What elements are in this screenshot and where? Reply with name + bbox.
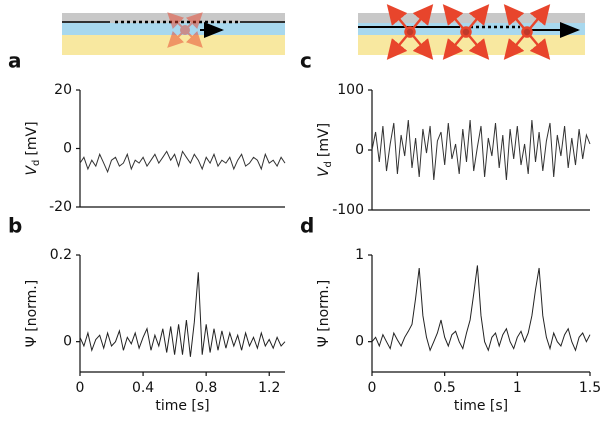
panel-label: c xyxy=(300,49,312,73)
x-tick-label: 1.5 xyxy=(579,380,600,396)
y-tick-label: 0 xyxy=(355,334,364,350)
panel-label: d xyxy=(300,214,314,238)
y-tick-label: 0 xyxy=(63,141,72,157)
x-tick-label: 0.4 xyxy=(132,380,154,396)
x-axis-label: time [s] xyxy=(454,398,508,414)
y-tick-label: 100 xyxy=(337,82,364,98)
x-tick-label: 0.8 xyxy=(195,380,217,396)
x-tick-label: 1 xyxy=(513,380,522,396)
y-label-symbol: V xyxy=(316,166,332,177)
y-axis-label: Vd [mV] xyxy=(24,121,42,175)
schematic-right xyxy=(358,4,585,60)
y-tick-label: 0 xyxy=(63,334,72,350)
y-tick-label: 20 xyxy=(54,82,72,98)
x-tick-label: 0.5 xyxy=(434,380,456,396)
signal-line xyxy=(79,150,286,174)
y-tick-label: -100 xyxy=(332,202,364,218)
x-tick-label: 1.2 xyxy=(258,380,280,396)
y-axis-label: Ψ [norm.] xyxy=(24,280,40,347)
panel-label: a xyxy=(8,49,22,73)
y-axis-label: Ψ [norm.] xyxy=(316,280,332,347)
y-label-unit: [mV] xyxy=(316,123,332,157)
signal-line xyxy=(371,265,591,352)
y-tick-label: 0.2 xyxy=(50,247,72,263)
y-label-subscript: d xyxy=(31,160,42,166)
signal-line xyxy=(371,119,591,181)
x-tick-label: 0 xyxy=(368,380,377,396)
signal-line xyxy=(79,272,286,357)
y-tick-label: 0 xyxy=(355,142,364,158)
y-label-symbol: V xyxy=(24,165,40,176)
y-label-subscript: d xyxy=(323,161,334,167)
y-axis-label: Vd [mV] xyxy=(316,123,334,177)
y-tick-label: 1 xyxy=(355,247,364,263)
x-axis-label: time [s] xyxy=(155,398,209,414)
panel-label: b xyxy=(8,214,22,238)
x-tick-label: 0 xyxy=(76,380,85,396)
y-tick-label: -20 xyxy=(49,199,72,215)
y-label-unit: [mV] xyxy=(24,121,40,155)
schematic-left xyxy=(62,12,285,55)
